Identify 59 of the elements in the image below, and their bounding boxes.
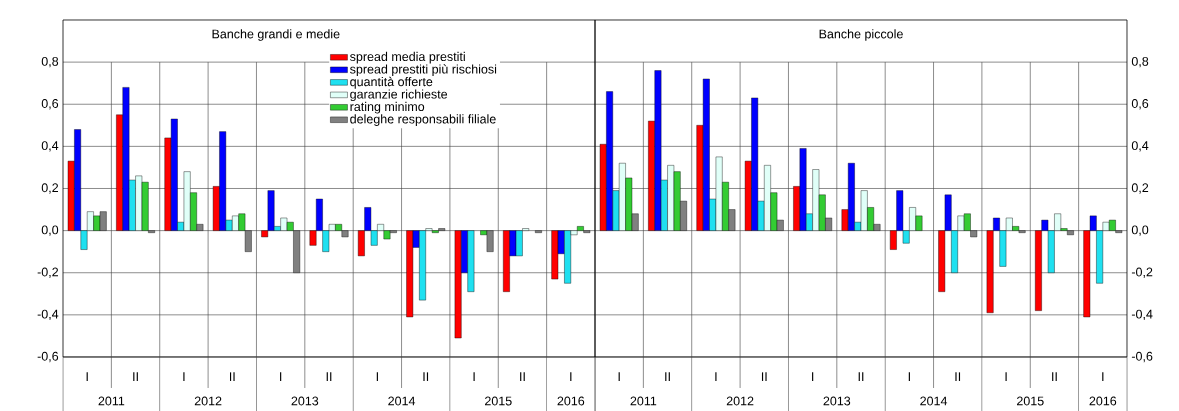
x-tick-label: II xyxy=(229,372,235,381)
x-tick-label: II xyxy=(1052,372,1057,381)
text: 2016 xyxy=(557,396,585,406)
text: 2015 xyxy=(1016,396,1044,406)
bar xyxy=(535,230,542,233)
text: Banche grandi e medie xyxy=(212,29,340,41)
x-tick-label: I xyxy=(715,372,717,381)
legend-label: deleghe responsabili filiale xyxy=(350,114,496,126)
y-tick-label: 0,8 xyxy=(1131,56,1149,68)
x-tick-label: I xyxy=(473,372,475,381)
legend-label: garanzie richieste xyxy=(350,89,448,102)
text: 2013 xyxy=(291,396,319,406)
x-tick-label: I xyxy=(86,372,88,381)
x-tick-label: I xyxy=(376,372,378,381)
x-tick-label: I xyxy=(908,372,910,381)
y-tick-label: -0,6 xyxy=(1131,351,1153,363)
text: 2016 xyxy=(1089,396,1117,406)
x-tick-label: II xyxy=(761,372,767,381)
text: 2011 xyxy=(98,396,125,406)
text: 2014 xyxy=(388,396,416,406)
legend-label: spread prestiti più rischiosi xyxy=(350,64,497,77)
x-tick-label: I xyxy=(280,372,282,381)
text: 2015 xyxy=(485,396,512,406)
x-tick-label: I xyxy=(812,372,814,381)
y-tick-label: -0,2 xyxy=(37,267,59,278)
y-tick-label: -0,4 xyxy=(37,309,59,321)
x-tick-label: II xyxy=(423,372,429,381)
x-tick-label: I xyxy=(1005,372,1007,381)
x-tick-label: II xyxy=(520,372,525,381)
y-tick-label: 0,2 xyxy=(41,183,59,194)
y-tick-label: 0,4 xyxy=(41,141,59,152)
x-tick-label: I xyxy=(183,372,185,381)
text: 2013 xyxy=(823,396,851,406)
x-tick-label: II xyxy=(858,372,864,381)
x-tick-label: I xyxy=(618,372,620,381)
y-tick-label: -0,4 xyxy=(1131,309,1153,321)
x-tick-label: II xyxy=(326,372,332,381)
text: Banche piccole xyxy=(819,29,903,41)
y-tick-label: -0,2 xyxy=(1131,267,1153,278)
x-tick-label: I xyxy=(570,372,572,381)
text: 2014 xyxy=(920,396,948,406)
y-tick-label: 0,0 xyxy=(1131,225,1149,236)
text: 2012 xyxy=(194,396,222,406)
y-tick-label: 0,0 xyxy=(41,225,59,236)
x-tick-label: II xyxy=(665,372,670,381)
y-tick-label: 0,6 xyxy=(1131,99,1149,110)
x-tick-label: I xyxy=(1102,372,1104,381)
text: 2012 xyxy=(726,396,754,406)
y-tick-label: -0,6 xyxy=(37,351,59,363)
y-tick-label: 0,6 xyxy=(41,99,59,110)
y-tick-label: 0,2 xyxy=(1131,183,1149,194)
y-tick-label: 0,8 xyxy=(41,56,59,68)
y-tick-label: 0,4 xyxy=(1131,141,1149,152)
text: 2011 xyxy=(630,396,657,406)
x-tick-label: II xyxy=(955,372,961,381)
legend-label: rating minimo xyxy=(350,101,425,114)
legend-label: quantità offerte xyxy=(350,76,433,89)
legend-label: spread media prestiti xyxy=(350,51,465,64)
x-tick-label: II xyxy=(133,372,138,381)
